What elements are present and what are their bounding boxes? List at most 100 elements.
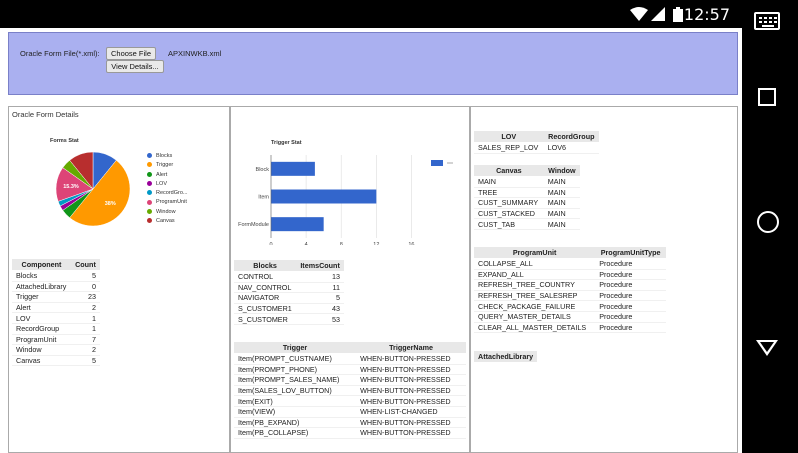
col-header: ProgramUnitType [595, 247, 666, 259]
table-cell: 2 [70, 344, 100, 356]
home-icon[interactable] [757, 211, 779, 233]
x-tick-label: 8 [340, 242, 343, 245]
table-row: AttachedLibrary 0 [12, 281, 100, 293]
table-cell: WHEN-BUTTON-PRESSED [356, 374, 466, 386]
table-row: REFRESH_TREE_COUNTRY Procedure [474, 279, 666, 291]
table-cell: Item(EXIT) [234, 395, 357, 407]
trigger-stat-title: Trigger Stat [271, 140, 302, 146]
col-header: LOV [474, 131, 544, 143]
legend-item[interactable]: Trigger [147, 161, 187, 170]
keyboard-icon[interactable] [754, 12, 780, 30]
app-content: Oracle Form File(*.xml): Choose File APX… [0, 28, 742, 453]
table-row: Item(PB_COLLAPSE) WHEN-BUTTON-PRESSED [234, 427, 466, 439]
table-cell: WHEN-BUTTON-PRESSED [356, 417, 466, 429]
table-cell: LOV6 [543, 142, 599, 154]
legend-item[interactable]: Canvas [147, 217, 187, 226]
legend-label: RecordGro... [156, 190, 188, 197]
table-cell: 5 [70, 270, 100, 282]
bar-item[interactable] [271, 189, 377, 204]
table-row: MAIN MAIN [474, 176, 580, 188]
table-cell: Item(PROMPT_PHONE) [234, 364, 357, 376]
table-row: CLEAR_ALL_MASTER_DETAILS Procedure [474, 322, 666, 334]
component-count-table: Component Count Blocks 5 AttachedLibrary 0 T… [12, 259, 100, 367]
table-cell: Item(PB_EXPAND) [234, 417, 357, 429]
table-cell: 53 [296, 313, 344, 325]
bar-block[interactable] [271, 161, 315, 176]
trigger-name-table: Trigger TriggerName Item(PROMPT_CUSTNAME… [234, 342, 466, 439]
table-cell: Item(SALES_LOV_BUTTON) [234, 385, 357, 397]
table-cell: 13 [296, 271, 344, 283]
table-cell: LOV [12, 312, 71, 324]
table-cell: S_CUSTOMER [234, 313, 297, 325]
pie-slice-label: 38% [105, 201, 116, 207]
legend-swatch [431, 160, 443, 166]
legend-ellipsis-dot [449, 162, 451, 164]
col-header: ProgramUnit [474, 247, 596, 259]
col-header: Canvas [474, 165, 544, 177]
table-cell: Procedure [595, 300, 666, 312]
back-icon[interactable] [756, 340, 778, 356]
oracle-form-details-panel: Oracle Form Details Forms Stat 38% 15.3% … [8, 106, 230, 453]
bar-formmodule[interactable] [271, 217, 324, 232]
table-cell: WHEN-BUTTON-PRESSED [356, 364, 466, 376]
legend-item[interactable]: LOV [147, 180, 187, 189]
blocks-items-table: Blocks ItemsCount CONTROL 13 NAV_CONTROL 11… [234, 260, 344, 325]
col-header: AttachedLibrary [474, 351, 538, 363]
status-bar: 12:57 [0, 0, 742, 28]
table-row: S_CUSTOMER1 43 [234, 303, 344, 315]
table-cell: Procedure [595, 322, 666, 334]
table-row: Item(PROMPT_PHONE) WHEN-BUTTON-PRESSED [234, 364, 466, 376]
x-tick-label: 12 [373, 242, 379, 245]
x-tick-label: 0 [269, 242, 272, 245]
pie-slice-canvas[interactable] [69, 151, 94, 190]
table-row: Item(PROMPT_SALES_NAME) WHEN-BUTTON-PRESS… [234, 374, 466, 386]
x-tick-label: 16 [408, 242, 414, 245]
legend-item[interactable]: Alert [147, 171, 187, 180]
table-cell: 23 [70, 291, 100, 303]
legend-item[interactable]: Window [147, 208, 187, 217]
signal-icon [651, 7, 665, 21]
y-category-label: Block [256, 167, 270, 173]
legend-label: Canvas [156, 218, 175, 225]
table-row: Item(EXIT) WHEN-BUTTON-PRESSED [234, 395, 466, 407]
table-cell: MAIN [543, 208, 580, 220]
table-cell: Procedure [595, 279, 666, 291]
table-cell: Procedure [595, 290, 666, 302]
table-cell: WHEN-LIST-CHANGED [356, 406, 466, 418]
table-row: RecordGroup 1 [12, 323, 100, 335]
table-cell: REFRESH_TREE_COUNTRY [474, 279, 596, 291]
table-cell: QUERY_MASTER_DETAILS [474, 311, 596, 323]
table-row: COLLAPSE_ALL Procedure [474, 258, 666, 270]
table-cell: TREE [474, 187, 544, 199]
canvas-window-table: Canvas Window MAIN MAIN TREE MAIN CUST_SUMMA… [474, 165, 580, 230]
table-cell: 7 [70, 334, 100, 346]
table-cell: 1 [70, 312, 100, 324]
legend-ellipsis-dot [451, 162, 453, 164]
col-header: Window [543, 165, 580, 177]
legend-item[interactable]: Blocks [147, 152, 187, 161]
table-cell: NAV_CONTROL [234, 282, 297, 294]
legend-label: Trigger [156, 162, 174, 169]
table-cell: 43 [296, 303, 344, 315]
table-cell: Procedure [595, 258, 666, 270]
pie-slice-trigger[interactable] [69, 159, 131, 227]
programunit-table: ProgramUnit ProgramUnitType COLLAPSE_ALL… [474, 247, 666, 334]
table-cell: 5 [70, 355, 100, 367]
table-row: CHECK_PACKAGE_FAILURE Procedure [474, 300, 666, 312]
table-cell: Blocks [12, 270, 71, 282]
choose-file-button[interactable]: Choose File [106, 47, 156, 60]
legend-item[interactable]: RecordGro... [147, 189, 187, 198]
legend-ellipsis-dot [447, 162, 449, 164]
table-cell: Procedure [595, 269, 666, 281]
table-row: QUERY_MASTER_DETAILS Procedure [474, 311, 666, 323]
table-cell: Alert [12, 302, 71, 314]
recent-apps-icon[interactable] [758, 88, 776, 106]
table-cell: 1 [70, 323, 100, 335]
view-details-button[interactable]: View Details... [106, 60, 164, 73]
table-cell: S_CUSTOMER1 [234, 303, 297, 315]
legend-item[interactable]: ProgramUnit [147, 198, 187, 207]
table-row: Blocks 5 [12, 270, 100, 282]
table-cell: Canvas [12, 355, 71, 367]
table-cell: CONTROL [234, 271, 297, 283]
table-row: REFRESH_TREE_SALESREP Procedure [474, 290, 666, 302]
